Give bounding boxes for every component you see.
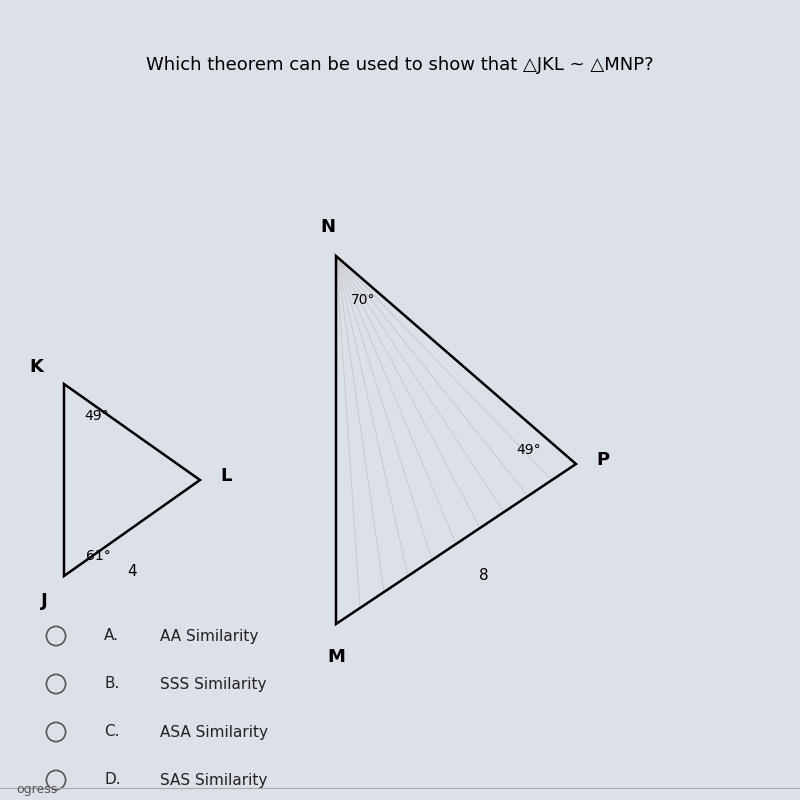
Text: C.: C. [104,725,119,739]
Text: N: N [321,218,335,236]
Text: AA Similarity: AA Similarity [160,629,258,643]
Text: Which theorem can be used to show that △JKL ~ △MNP?: Which theorem can be used to show that △… [146,56,654,74]
Text: 4: 4 [127,564,137,579]
Text: J: J [41,592,47,610]
Text: D.: D. [104,773,121,787]
Text: 70°: 70° [350,293,375,307]
Text: 49°: 49° [516,442,541,457]
Text: A.: A. [104,629,119,643]
Text: 8: 8 [479,568,489,583]
Text: P: P [596,451,609,469]
Text: SAS Similarity: SAS Similarity [160,773,267,787]
Text: B.: B. [104,677,119,691]
Text: K: K [29,358,43,376]
Text: 49°: 49° [84,409,109,423]
Text: SSS Similarity: SSS Similarity [160,677,266,691]
Text: L: L [220,467,231,485]
Text: 61°: 61° [86,549,111,563]
Text: ogress: ogress [16,783,58,796]
Text: ASA Similarity: ASA Similarity [160,725,268,739]
Text: M: M [327,648,345,666]
